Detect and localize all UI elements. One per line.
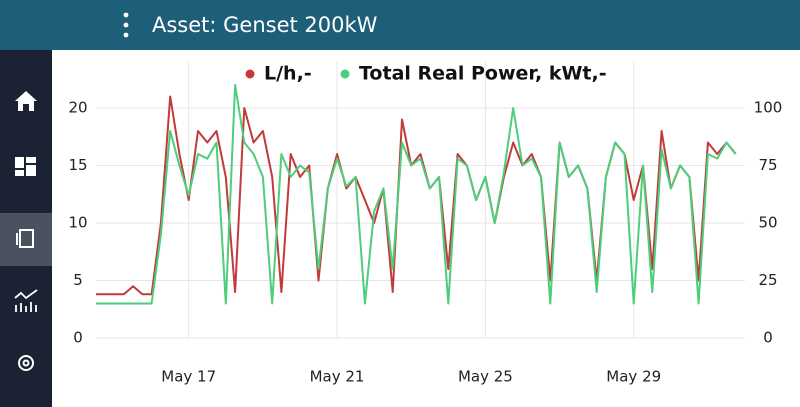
y2-tick-label: 100 bbox=[754, 99, 783, 117]
legend-label: L/h,- bbox=[264, 63, 312, 85]
nav-dashboard[interactable] bbox=[15, 157, 36, 176]
y-tick-label: 0 bbox=[73, 329, 83, 347]
x-tick-label: May 25 bbox=[458, 368, 513, 386]
x-tick-label: May 29 bbox=[606, 368, 661, 386]
nav-selected bbox=[0, 213, 52, 266]
series-line bbox=[96, 95, 737, 296]
nav-documents[interactable] bbox=[16, 229, 34, 248]
x-tick-label: May 21 bbox=[310, 368, 365, 386]
series-line bbox=[96, 84, 737, 305]
y-tick-label: 15 bbox=[68, 156, 87, 174]
legend-marker bbox=[340, 69, 350, 79]
y2-tick-label: 50 bbox=[758, 214, 777, 232]
y-tick-label: 10 bbox=[68, 214, 87, 232]
menu-button[interactable] bbox=[123, 12, 129, 38]
app-bar bbox=[0, 0, 800, 50]
nav-settings[interactable] bbox=[18, 355, 34, 371]
nav-analytics[interactable] bbox=[14, 289, 38, 312]
y2-tick-label: 25 bbox=[758, 271, 777, 289]
app-title: Asset: Genset 200kW bbox=[152, 13, 378, 37]
y-tick-label: 20 bbox=[68, 99, 87, 117]
legend-label: Total Real Power, kWt,- bbox=[359, 63, 607, 85]
y2-tick-label: 0 bbox=[763, 329, 773, 347]
x-tick-label: May 17 bbox=[161, 368, 216, 386]
y2-tick-label: 75 bbox=[758, 156, 777, 174]
nav-home[interactable] bbox=[15, 91, 37, 111]
y-tick-label: 5 bbox=[73, 271, 83, 289]
legend-marker bbox=[245, 69, 255, 79]
